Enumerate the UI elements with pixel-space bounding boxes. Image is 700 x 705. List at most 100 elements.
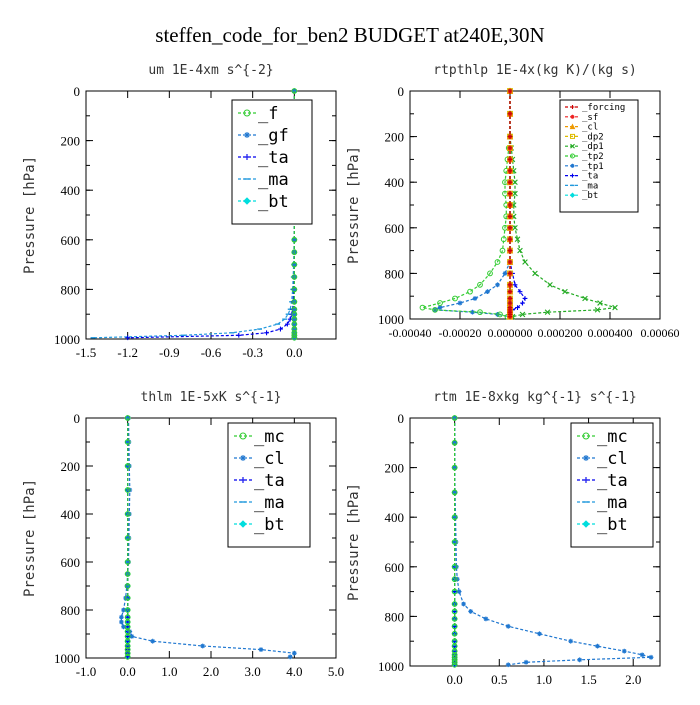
y-tick-label: 400: [61, 507, 81, 522]
x-tick-label: 0.000200: [538, 326, 583, 340]
data-point: [461, 601, 466, 607]
data-point: [452, 465, 458, 470]
legend-label: _forcing: [582, 103, 625, 113]
chart-panel-2: rtpthlp 1E-4x(kg K)/(kg s) Pressure [hPa]…: [346, 63, 680, 340]
panel-title: thlm 1E-5xK s^{-1}: [141, 390, 282, 405]
series-tp1: [432, 88, 513, 320]
legend-label: _ma: [258, 170, 289, 190]
data-point: [124, 535, 131, 541]
data-point: [451, 623, 458, 630]
legend: _forcing_sf_cl_dp2_dp1_tp2_tp1_ta_ma_bt: [559, 99, 639, 213]
data-point: [126, 439, 132, 445]
chart-panel-1: um 1E-4xm s^{-2} Pressure [hPa] 0 200 400 600…: [22, 63, 337, 360]
x-tick-label: 0.0: [120, 664, 136, 679]
series-mc: [124, 415, 131, 660]
data-point: [451, 439, 458, 446]
y-tick-label: 0: [74, 84, 81, 99]
legend-marker: [244, 132, 250, 138]
x-tick-label: 1.0: [536, 672, 552, 687]
y-tick-label: 800: [61, 282, 81, 297]
data-point: [121, 607, 126, 613]
data-point: [291, 650, 297, 656]
data-point: [124, 583, 131, 589]
y-tick-label: 0: [398, 411, 405, 426]
data-point: [284, 321, 290, 327]
data-point: [291, 262, 297, 267]
x-tick-label: 3.0: [245, 664, 261, 679]
y-tick-label: 0: [74, 411, 81, 426]
data-point: [124, 646, 131, 653]
legend: _mc_cl_ta_ma_bt: [227, 422, 311, 548]
data-point: [451, 661, 458, 668]
x-tick-label: 0.000000: [488, 326, 533, 340]
data-point: [124, 595, 131, 601]
data-point: [515, 305, 520, 310]
data-point: [124, 650, 131, 657]
y-axis-label: Pressure [hPa]: [22, 156, 38, 274]
data-point: [507, 282, 513, 288]
data-point: [468, 609, 474, 614]
data-point: [291, 88, 298, 94]
data-point: [483, 616, 489, 622]
data-point: [523, 659, 529, 665]
x-tick-label: 5.0: [328, 664, 344, 679]
data-point: [512, 282, 518, 288]
y-tick-label: 1000: [378, 312, 404, 327]
data-point: [451, 601, 458, 607]
data-point: [505, 623, 511, 629]
legend-label: _mc: [254, 427, 285, 447]
data-point: [494, 259, 501, 265]
data-point: [507, 300, 513, 306]
legend-label: _bt: [258, 192, 289, 212]
y-tick-label: 1000: [54, 651, 80, 666]
legend: _f_gf_ta_ma_bt: [231, 99, 313, 225]
data-point: [507, 214, 513, 219]
data-point: [121, 624, 126, 630]
data-point: [507, 271, 513, 276]
legend-marker: [582, 432, 590, 440]
data-point: [519, 311, 526, 318]
legend-label: _bt: [254, 515, 285, 535]
data-point: [124, 607, 131, 613]
y-tick-label: 400: [61, 183, 81, 198]
legend-marker: [244, 154, 250, 160]
data-point: [437, 300, 443, 306]
data-point: [582, 295, 588, 302]
legend-label: _f: [258, 104, 278, 124]
legend-marker: [570, 163, 575, 168]
data-point: [291, 286, 298, 293]
x-tick-label: -0.6: [201, 345, 222, 360]
data-point: [258, 647, 264, 652]
legend-label: _tp1: [582, 162, 604, 172]
data-point: [512, 225, 518, 231]
x-tick-label: -0.00040: [389, 326, 432, 340]
data-point: [522, 259, 528, 265]
data-point: [499, 247, 506, 254]
data-point: [507, 145, 513, 151]
data-point: [507, 259, 513, 265]
data-point: [470, 309, 475, 315]
legend-label: _cl: [597, 449, 628, 469]
data-point: [124, 487, 131, 493]
data-point: [451, 630, 458, 637]
y-tick-label: 0: [398, 84, 405, 99]
data-point: [502, 271, 508, 276]
data-point: [507, 179, 513, 185]
legend-frame: [231, 99, 313, 225]
legend: _mc_cl_ta_ma_bt: [570, 422, 654, 548]
data-point: [291, 321, 297, 327]
y-tick-label: 600: [61, 555, 81, 570]
legend-label: _sf: [582, 113, 598, 123]
data-point: [457, 300, 463, 306]
data-point: [451, 608, 458, 615]
data-point: [451, 615, 458, 622]
legend-marker: [570, 143, 575, 149]
data-point: [452, 490, 458, 495]
x-tick-label: 0.00060: [641, 326, 680, 340]
legend-marker: [570, 173, 575, 178]
data-point: [150, 638, 156, 644]
data-point: [507, 168, 513, 174]
x-tick-label: 0.000400: [588, 326, 633, 340]
data-point: [648, 654, 654, 660]
data-point: [126, 463, 132, 469]
